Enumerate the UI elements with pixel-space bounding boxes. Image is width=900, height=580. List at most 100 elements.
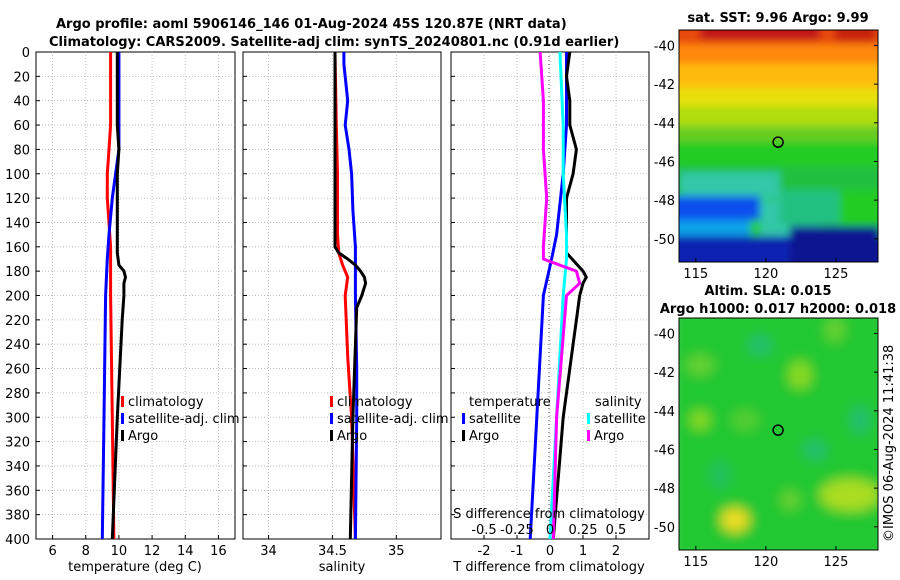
- sst-heatmap: [679, 30, 878, 262]
- map-y-tick-label: -42: [654, 78, 675, 93]
- difference-panel: -2 -1 0 1 2 -0.5 -0.25 0 0.25 0.5 S difference f…: [450, 51, 650, 575]
- sla-map-tick-labels: 115 120 125 -40 -42 -44 -46 -48 -50: [654, 327, 878, 570]
- x-tick-label: 12: [144, 544, 161, 559]
- legend-salinity-title: salinity: [595, 395, 642, 410]
- legend-climatology-swatch: [121, 396, 124, 407]
- legend-satellite-swatch: [330, 413, 333, 424]
- depth-tick-label: 260: [5, 363, 30, 378]
- map-y-tick-label: -46: [654, 443, 675, 458]
- t-difference-xlabel: T difference from climatology: [452, 560, 645, 575]
- legend-argo-label: Argo: [337, 429, 367, 444]
- s-difference-tick-label: 0.25: [569, 523, 598, 538]
- map-y-tick-label: -42: [654, 366, 675, 381]
- depth-tick-label: 140: [5, 216, 30, 231]
- argo-location-marker: [772, 424, 784, 436]
- x-tick-label: 1: [579, 544, 587, 559]
- difference-lines: [528, 52, 588, 539]
- difference-legend: temperature satellite Argo salinity sate…: [462, 395, 646, 444]
- depth-tick-label: 280: [5, 387, 30, 402]
- depth-tick-label: 0: [22, 46, 30, 61]
- title-line-2: Climatology: CARS2009. Satellite-adj cli…: [49, 35, 619, 50]
- series-line-argo: [110, 52, 127, 539]
- series-line-argo: [333, 52, 368, 539]
- legend-s-satellite-swatch: [587, 413, 590, 424]
- sst-map-title: sat. SST: 9.96 Argo: 9.99: [687, 11, 868, 26]
- legend-climatology-label: climatology: [337, 395, 413, 410]
- map-x-tick-label: 115: [683, 267, 708, 282]
- depth-tick-label: 100: [5, 168, 30, 183]
- map-y-tick-label: -44: [654, 117, 675, 132]
- depth-tick-labels: 0 20 40 60 80 100 120 140 160 180 200 220 240 260 280 3…: [5, 46, 30, 548]
- depth-tick-label: 200: [5, 290, 30, 305]
- s-difference-tick-label: 0.5: [606, 523, 627, 538]
- temperature-legend: climatology satellite-adj. clim Argo: [121, 395, 240, 444]
- map-x-tick-label: 125: [824, 555, 849, 570]
- depth-tick-label: 220: [5, 314, 30, 329]
- s-difference-tick-label: -0.5: [471, 523, 496, 538]
- sla-heatmap: [679, 318, 878, 550]
- temperature-panel: 0 20 40 60 80 100 120 140 160 180 200 220 240 260 280 3…: [5, 46, 239, 575]
- series-line-t-satellite: [528, 52, 568, 539]
- imos-timestamp: ©IMOS 06-Aug-2024 11:41:38: [882, 345, 897, 542]
- x-tick-label: 0: [546, 544, 554, 559]
- depth-tick-label: 340: [5, 460, 30, 475]
- sla-map-title-2: Argo h1000: 0.017 h2000: 0.018: [660, 302, 896, 317]
- map-y-tick-label: -40: [654, 39, 675, 54]
- temperature-lines: [100, 52, 127, 539]
- sst-map-tick-labels: 115 120 125 -40 -42 -44 -46 -48 -50: [654, 39, 878, 282]
- salinity-tick-labels: 34 34.5 35: [260, 544, 404, 559]
- map-y-tick-label: -46: [654, 155, 675, 170]
- legend-t-satellite-label: satellite: [469, 412, 521, 427]
- depth-tick-label: 80: [13, 143, 30, 158]
- depth-tick-label: 60: [13, 119, 30, 134]
- depth-tick-label: 400: [5, 533, 30, 548]
- sla-map-panel: Altim. SLA: 0.015 Argo h1000: 0.017 h200…: [654, 284, 896, 570]
- legend-t-satellite-swatch: [462, 413, 465, 424]
- depth-tick-label: 180: [5, 265, 30, 280]
- depth-tick-label: 160: [5, 241, 30, 256]
- s-difference-tick-labels: -0.5 -0.25 0 0.25 0.5: [471, 523, 626, 538]
- x-tick-label: 2: [612, 544, 620, 559]
- legend-s-satellite-label: satellite: [594, 412, 646, 427]
- x-tick-label: 34.5: [318, 544, 347, 559]
- s-difference-xlabel: S difference from climatology: [453, 507, 645, 522]
- series-line-s-argo: [538, 52, 582, 539]
- legend-argo-label: Argo: [128, 429, 158, 444]
- map-x-tick-label: 115: [683, 555, 708, 570]
- legend-satellite-label: satellite-adj. clim: [128, 412, 240, 427]
- x-tick-label: 35: [388, 544, 405, 559]
- legend-argo-swatch: [330, 430, 333, 441]
- legend-satellite-swatch: [121, 413, 124, 424]
- temperature-xlabel: temperature (deg C): [68, 560, 202, 575]
- map-x-tick-label: 125: [824, 267, 849, 282]
- depth-tick-label: 320: [5, 436, 30, 451]
- salinity-grid: [243, 51, 441, 540]
- map-y-tick-label: -50: [654, 233, 675, 248]
- salinity-xlabel: salinity: [319, 560, 366, 575]
- depth-tick-label: 20: [13, 70, 30, 85]
- legend-t-argo-swatch: [462, 430, 465, 441]
- depth-tick-label: 40: [13, 95, 30, 110]
- sst-map-panel: sat. SST: 9.96 Argo: 9.99: [654, 11, 879, 282]
- depth-tick-label: 380: [5, 509, 30, 524]
- sla-map-axes: [678, 317, 879, 551]
- temperature-grid: [36, 51, 235, 540]
- x-tick-label: 34: [260, 544, 277, 559]
- map-x-tick-label: 120: [753, 555, 778, 570]
- sst-map-axes: [678, 29, 879, 263]
- depth-tick-label: 120: [5, 192, 30, 207]
- x-tick-label: 8: [82, 544, 90, 559]
- series-line-climatology: [105, 52, 116, 539]
- depth-tick-label: 240: [5, 338, 30, 353]
- salinity-lines: [333, 52, 368, 539]
- legend-s-argo-label: Argo: [594, 429, 624, 444]
- map-y-tick-label: -48: [654, 194, 675, 209]
- x-tick-label: 14: [177, 544, 194, 559]
- series-line-climatology: [333, 52, 357, 539]
- map-y-tick-label: -44: [654, 405, 675, 420]
- salinity-panel: 34 34.5 35 salinity climatology satellite-…: [242, 51, 449, 575]
- x-tick-label: 6: [48, 544, 56, 559]
- temperature-tick-labels: 6 8 10 12 14 16: [48, 544, 226, 559]
- legend-argo-swatch: [121, 430, 124, 441]
